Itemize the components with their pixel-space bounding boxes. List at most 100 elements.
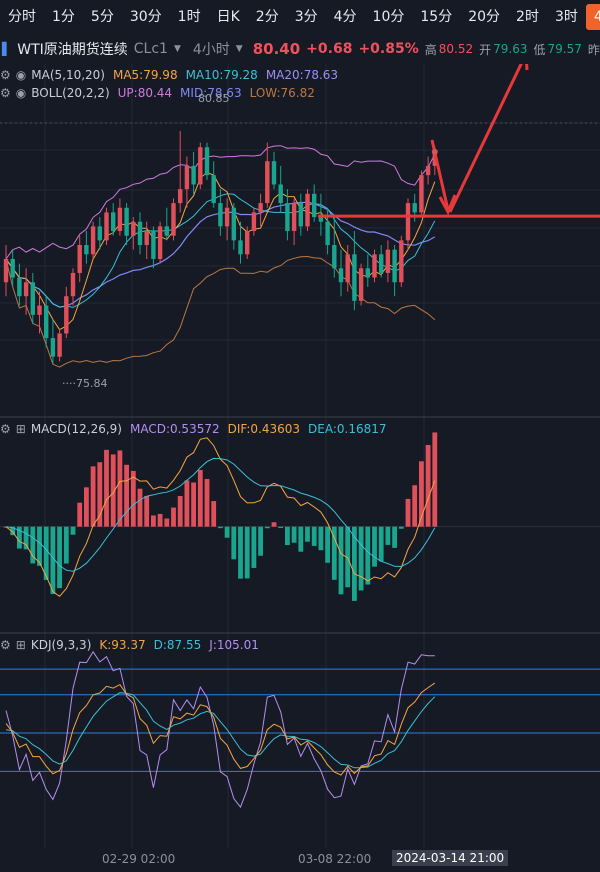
candle-body [285,203,290,232]
dea-line [5,457,436,572]
macd-bar [90,466,96,527]
timeframe-tab[interactable]: 2分 [255,9,279,25]
candle-body [245,231,250,255]
timeframe-tab[interactable]: 日K [216,9,240,25]
timeframe-tab[interactable]: 10分 [372,9,405,25]
macd-bar [358,526,364,591]
open-value: 79.63 [493,42,528,56]
candle-body [44,305,49,339]
macd-bar [392,526,397,548]
macd-bar [325,526,330,563]
macd-bar [50,526,56,595]
crosshair-time-label: 2024-03-14 21:00 [392,850,509,866]
time-axis-label: 03-08 22:00 [298,852,372,866]
macd-bar [425,445,431,527]
candle-body [425,165,431,176]
add-indicator-icon[interactable]: ⊞ [15,638,26,652]
open-label: 开 [479,42,492,57]
visibility-icon[interactable]: ◉ [15,68,27,82]
timeframe-tab[interactable]: 15分 [420,9,453,25]
macd-bar [177,495,183,527]
symbol-dropdown-icon[interactable]: ▼ [173,44,181,54]
macd-value: MACD:0.53572 [129,422,220,436]
macd-bar [17,526,22,549]
settings-icon[interactable]: ⚙ [0,86,11,100]
boll-mid-value: MID:78.63 [180,86,242,100]
boll-low-value: LOW:76.82 [249,86,315,100]
settings-icon[interactable]: ⚙ [0,638,11,652]
candle-body [218,203,223,227]
candle-body [191,165,196,185]
boll-upper-line [5,145,436,260]
d-value: D:87.55 [153,638,202,652]
last-price-dot [431,148,438,155]
add-indicator-icon[interactable]: ⊞ [15,422,26,436]
timeframe-tab[interactable]: 1分 [52,9,75,25]
candle-body [312,193,317,218]
timeframe-tab[interactable]: 30分 [129,9,162,25]
low-price-value: 75.84 [76,377,108,390]
candle-body [17,277,22,297]
settings-icon[interactable]: ⚙ [0,422,11,436]
dea-value: DEA:0.16817 [308,422,387,436]
high-price-marker: 80.85 [198,92,230,105]
candle-body [231,207,236,241]
timeframe-tab[interactable]: 1时 [177,9,201,25]
price-change-pct: +0.85% [358,41,419,57]
candle-body [365,268,370,278]
period-dropdown-icon[interactable]: ▼ [235,44,243,54]
macd-bar [211,501,217,527]
timeframe-tab[interactable]: 4时 [585,4,600,30]
timeframe-tab[interactable]: 3时 [554,9,578,25]
candle-body [204,147,210,176]
kdj-label: KDJ(9,3,3) [30,638,92,652]
timeframe-tab[interactable]: 分时 [8,9,36,25]
instrument-title[interactable]: WTI原油期货连续 [17,42,128,58]
macd-bar [264,526,270,529]
timeframe-tab[interactable]: 5分 [90,9,114,25]
candle-body [117,207,123,232]
timeframe-tab[interactable]: 3分 [294,9,318,25]
collapse-icon[interactable]: ▌ [2,42,12,56]
candle-body [405,203,411,241]
timeframe-tab[interactable]: 4分 [333,9,357,25]
candle-body [23,282,29,297]
macd-bar [231,526,237,560]
visibility-icon[interactable]: ◉ [15,86,27,100]
instrument-symbol[interactable]: CLc1 [133,41,168,57]
candle-body [131,221,136,236]
candle-body [338,268,344,283]
macd-bar [157,513,163,527]
chart-canvas[interactable] [0,64,600,872]
candle-body [392,249,397,283]
candle-body [251,212,257,232]
ma-legend: ⚙ ◉ MA(5,10,20) MA5:79.98 MA10:79.28 MA2… [0,68,346,82]
dif-value: DIF:0.43603 [227,422,301,436]
candle-body [198,147,203,185]
high-label: 高 [424,42,437,57]
candle-body [30,282,35,315]
candle-body [157,226,163,259]
macd-bar [278,526,284,529]
settings-icon[interactable]: ⚙ [0,68,11,82]
macd-bar [117,450,123,527]
candle-body [211,175,216,204]
macd-bar [97,462,103,527]
d-line [5,692,436,769]
macd-bar [318,526,324,551]
macd-bar [57,526,62,589]
macd-bar [305,526,310,542]
macd-bar [84,487,89,527]
candle-body [278,184,283,204]
macd-bar [419,461,424,527]
macd-bar [110,454,116,527]
candle-body [372,254,377,278]
timeframe-tab[interactable]: 2时 [516,9,539,25]
macd-bar [30,526,36,564]
candle-body [50,338,56,357]
low-label: 低 [533,42,546,57]
macd-bar [77,502,83,527]
timeframe-tab[interactable]: 20分 [468,9,501,25]
price-change: +0.68 [306,41,353,57]
period-selector[interactable]: 4小时 [192,42,230,58]
